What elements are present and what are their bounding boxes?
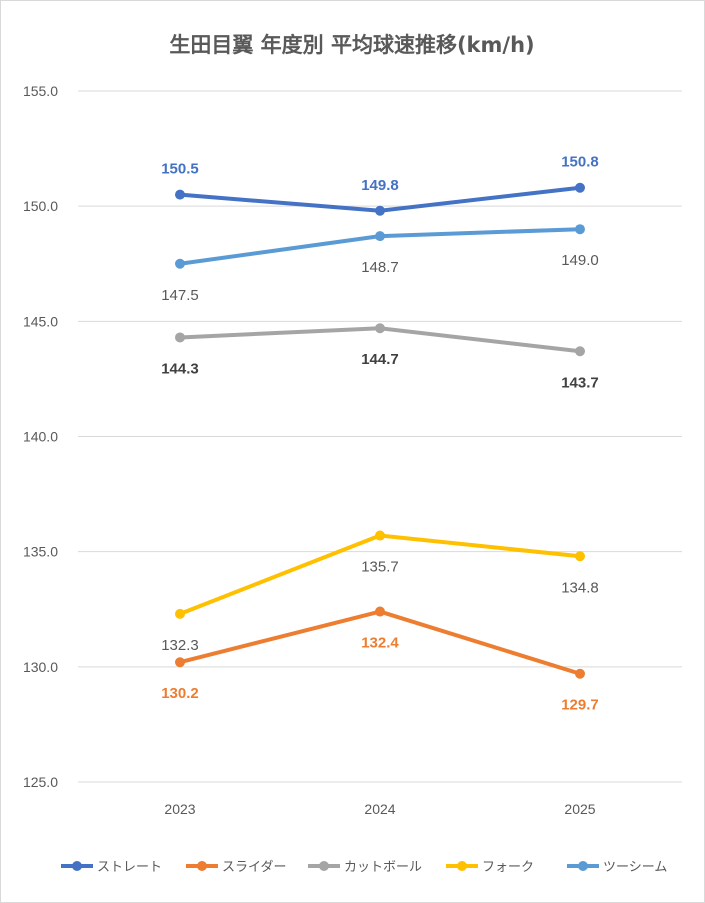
data-label: 144.3 xyxy=(161,360,199,377)
data-label: 150.5 xyxy=(161,161,199,178)
y-tick-label: 130.0 xyxy=(23,659,58,675)
data-label: 148.7 xyxy=(361,259,399,276)
x-tick-label: 2024 xyxy=(364,801,395,817)
data-point xyxy=(575,551,585,562)
data-label: 150.8 xyxy=(561,154,599,171)
data-point xyxy=(375,606,385,617)
legend-label: フォーク xyxy=(482,860,534,875)
data-point xyxy=(375,530,385,541)
legend-marker xyxy=(72,861,82,871)
data-label: 129.7 xyxy=(561,697,599,714)
data-point xyxy=(575,668,585,679)
data-label: 149.0 xyxy=(561,252,599,269)
x-tick-label: 2025 xyxy=(564,801,595,817)
y-tick-label: 145.0 xyxy=(23,313,58,329)
x-axis-ticks: 2023 2024 2025 xyxy=(164,801,595,817)
data-point xyxy=(375,205,385,216)
y-tick-label: 140.0 xyxy=(23,429,58,445)
data-label: 132.3 xyxy=(161,637,199,654)
legend-label: スライダー xyxy=(222,860,286,875)
data-label: 135.7 xyxy=(361,559,399,576)
legend-label: ストレート xyxy=(97,860,162,875)
y-tick-label: 150.0 xyxy=(23,198,58,214)
data-point xyxy=(175,657,185,668)
chart-title: 生田目翼 年度別 平均球速推移(km/h) xyxy=(169,33,534,57)
legend-marker xyxy=(319,861,329,871)
series-group xyxy=(175,182,585,679)
legend-label: ツーシーム xyxy=(603,860,667,875)
data-point xyxy=(575,346,585,357)
data-label: 134.8 xyxy=(561,579,599,596)
legend-marker xyxy=(457,861,467,871)
data-label: 144.7 xyxy=(361,351,399,368)
legend-label: カットボール xyxy=(344,860,422,875)
data-label: 130.2 xyxy=(161,685,199,702)
data-point xyxy=(375,323,385,334)
data-point xyxy=(575,182,585,193)
gridlines xyxy=(78,90,682,783)
data-label: 149.8 xyxy=(361,177,399,194)
data-point xyxy=(175,608,185,619)
x-tick-label: 2023 xyxy=(164,801,195,817)
y-tick-label: 155.0 xyxy=(23,83,58,99)
legend-marker xyxy=(197,861,207,871)
data-label: 147.5 xyxy=(161,287,199,304)
data-label: 143.7 xyxy=(561,374,599,391)
y-tick-label: 125.0 xyxy=(23,774,58,790)
data-label: 132.4 xyxy=(361,635,399,652)
data-point xyxy=(575,224,585,235)
data-labels: 150.5 149.8 150.8 130.2 132.4 129.7 144.3 144.7… xyxy=(161,154,599,714)
data-point xyxy=(175,332,185,343)
data-point xyxy=(375,231,385,242)
y-axis-ticks: 125.0 130.0 135.0 140.0 145.0 150.0 155.0 xyxy=(23,83,58,790)
data-point xyxy=(175,258,185,269)
legend-marker xyxy=(578,861,588,871)
legend: ストレート スライダー カットボール フォーク ツーシーム xyxy=(61,860,667,875)
y-tick-label: 135.0 xyxy=(23,544,58,560)
data-point xyxy=(175,189,185,200)
